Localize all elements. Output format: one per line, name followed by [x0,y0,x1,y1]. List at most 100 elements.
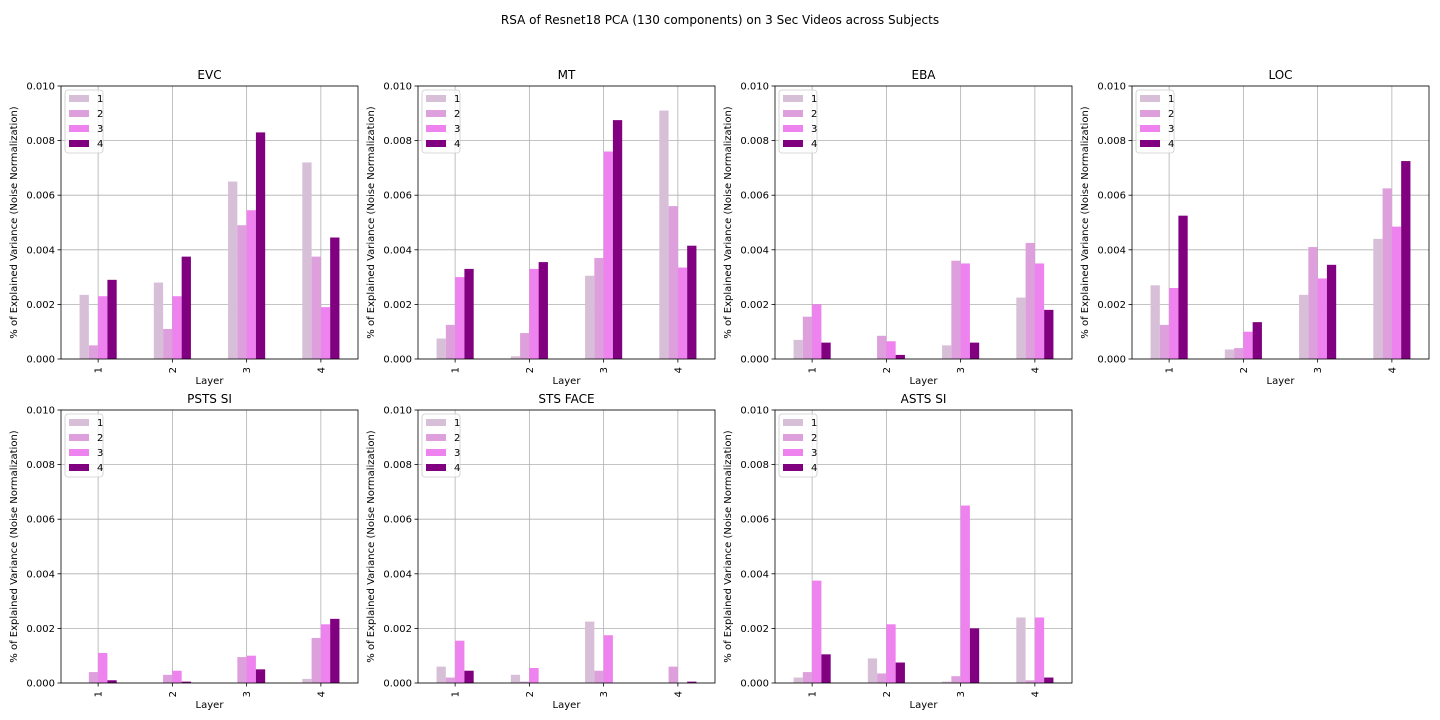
bar [320,624,331,683]
legend-label: 4 [454,463,460,474]
x-tick-label: 2 [168,367,179,373]
bar [107,279,117,359]
legend-label: 1 [454,94,460,105]
bar [821,342,831,359]
legend-label: 3 [811,124,817,135]
bar [445,677,456,683]
legend-swatch [783,140,803,147]
y-axis-label: % of Explained Variance (Noise Normaliza… [723,106,734,338]
y-tick-label: 0.010 [740,406,769,417]
bar [1044,309,1054,359]
y-tick-label: 0.000 [383,355,412,366]
legend-frame [64,413,104,478]
y-axis-label: % of Explained Variance (Noise Normaliza… [9,106,20,338]
legend-swatch [426,140,446,147]
y-tick-label: 0.000 [26,679,55,690]
x-tick-label: 4 [673,691,684,697]
plot-frame [417,85,716,360]
bar [802,672,813,683]
y-tick-label: 0.010 [26,82,55,93]
bar [107,680,117,683]
y-tick-label: 0.008 [383,136,412,147]
bar [1150,285,1160,359]
legend-swatch [1140,125,1160,132]
legend: 1 2 3 4 [421,413,461,478]
legend-swatch [69,140,89,147]
bar [1373,238,1383,359]
bar [594,257,604,359]
x-axis-label: Layer [910,700,939,711]
y-tick-label: 0.002 [1097,300,1126,311]
x-tick-label: 4 [1030,691,1041,697]
legend-swatch [69,464,89,471]
y-axis-label: % of Explained Variance (Noise Normaliza… [9,430,20,662]
y-axis-label: % of Explained Variance (Noise Normaliza… [723,430,734,662]
x-tick-label: 1 [94,367,105,373]
legend-label: 4 [1168,139,1174,150]
x-tick-label: 1 [808,367,819,373]
legend-label: 4 [97,463,103,474]
x-tick-label: 4 [1387,367,1398,373]
bar [802,316,813,359]
bar [510,356,521,359]
legend-swatch [1140,110,1160,117]
y-tick-label: 0.010 [383,82,412,93]
bar [951,260,961,359]
legend-swatch [783,125,803,132]
y-tick-label: 0.010 [1097,82,1126,93]
bar [867,658,878,683]
legend-label: 2 [811,109,817,120]
legend-swatch [69,125,89,132]
y-tick-label: 0.004 [1097,245,1126,256]
legend-swatch [783,464,803,471]
legend-label: 1 [97,418,103,429]
legend-swatch [783,434,803,441]
bar [1016,617,1026,683]
bar [79,294,89,359]
bar [687,245,697,359]
x-tick-label: 3 [242,691,253,697]
subplot-title: EVC [197,68,221,82]
bar [153,282,164,359]
y-tick-label: 0.000 [26,355,55,366]
bar [585,275,595,359]
legend-frame [1135,89,1175,154]
y-tick-label: 0.006 [740,191,769,202]
y-tick-label: 0.008 [740,136,769,147]
bar [255,132,266,359]
bar [302,162,312,359]
x-tick-label: 4 [316,691,327,697]
x-tick-label: 3 [599,367,610,373]
legend-swatch [69,449,89,456]
bar [1299,294,1309,359]
y-tick-label: 0.004 [740,569,769,580]
x-tick-label: 2 [525,367,536,373]
bar [436,338,446,359]
y-tick-label: 0.010 [383,406,412,417]
x-tick-label: 3 [956,691,967,697]
bar [520,333,530,359]
bar [529,667,539,683]
bar [812,580,822,683]
legend-swatch [426,125,446,132]
legend-swatch [783,95,803,102]
x-tick-label: 4 [1030,367,1041,373]
bar [88,345,99,359]
y-tick-label: 0.004 [383,245,412,256]
legend-label: 1 [811,94,817,105]
figure-title: RSA of Resnet18 PCA (130 components) on … [501,13,939,27]
x-tick-label: 4 [673,367,684,373]
legend-frame [64,89,104,154]
bar [612,120,623,359]
bar [886,624,896,683]
legend-label: 3 [454,448,460,459]
legend-swatch [426,449,446,456]
bar [1234,348,1244,359]
legend-frame [421,89,461,154]
y-tick-label: 0.004 [740,245,769,256]
y-tick-label: 0.002 [740,300,769,311]
bar [520,681,530,683]
x-axis-label: Layer [1267,376,1296,387]
x-axis-label: Layer [553,700,582,711]
bar [1382,188,1392,359]
